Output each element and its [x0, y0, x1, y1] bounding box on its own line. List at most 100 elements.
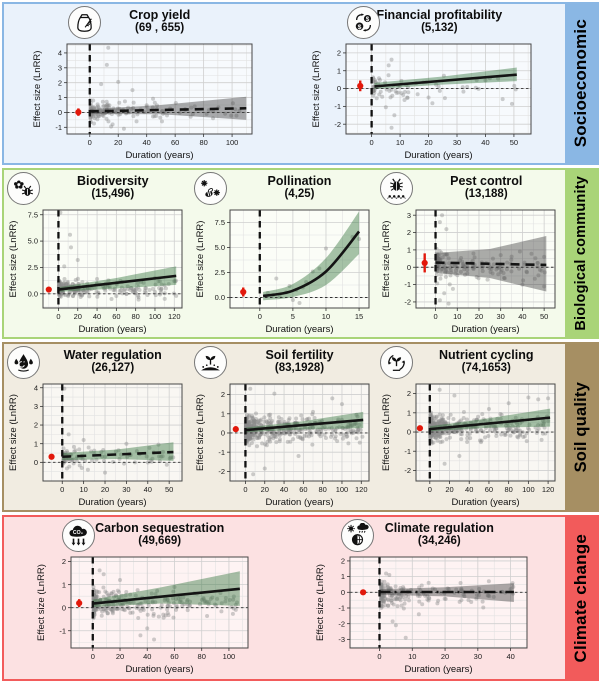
panel-title: Carbon sequestration	[95, 521, 225, 535]
x-axis-label: Duration (years)	[125, 150, 193, 161]
plot-financial-profitability: 0 10 20 30 40 50 -2 -1 0 1 2 Duration (years) Effect…	[311, 43, 532, 161]
svg-text:40: 40	[143, 652, 151, 661]
svg-text:80: 80	[197, 652, 205, 661]
svg-text:-2: -2	[405, 298, 412, 307]
svg-text:1: 1	[61, 580, 65, 589]
svg-text:40: 40	[143, 485, 151, 494]
svg-text:CO₂: CO₂	[73, 530, 84, 536]
svg-text:-2: -2	[405, 466, 412, 475]
category-label: Soil quality	[571, 381, 590, 473]
overall-effect-point	[417, 425, 424, 432]
panel-header: Pest control (13,188)	[378, 174, 564, 205]
y-axis-label: Effect size (LnRR)	[32, 51, 43, 128]
panels-row-0: Crop yield (69 , 655) 0 20 40 60 80 100 -1 0 1 2 3 4 D…	[4, 4, 565, 163]
svg-text:40: 40	[142, 138, 150, 147]
svg-text:-2: -2	[218, 467, 225, 476]
svg-text:10: 10	[79, 485, 87, 494]
x-axis-label: Duration (years)	[405, 664, 473, 675]
svg-text:100: 100	[148, 312, 161, 321]
y-axis-label: Effect size (LnRR)	[311, 51, 322, 128]
scatter-points	[243, 386, 364, 477]
x-axis-label: Duration (years)	[405, 150, 473, 161]
svg-text:2: 2	[341, 557, 345, 566]
svg-text:2: 2	[337, 49, 341, 58]
category-label: Climate change	[571, 533, 590, 663]
plant-cycle-icon	[380, 346, 414, 379]
panel-carbon-sequestration: CO₂ Carbon sequestration (49,669) 0 20 40 60 80…	[6, 519, 284, 675]
svg-text:-1: -1	[405, 280, 412, 289]
svg-text:20: 20	[73, 312, 81, 321]
svg-text:100: 100	[222, 652, 235, 661]
svg-text:2: 2	[34, 421, 38, 430]
scatter-points	[61, 386, 175, 475]
svg-text:5.0: 5.0	[214, 243, 224, 252]
panel-title: Financial profitability	[376, 8, 503, 22]
panels-row-3: CO₂ Carbon sequestration (49,669) 0 20 40 60 80…	[4, 517, 565, 679]
y-axis-label: Effect size (LnRR)	[195, 221, 206, 298]
x-axis-label: Duration (years)	[452, 324, 520, 335]
panel-header: Climate regulation (34,246)	[285, 521, 563, 552]
co2-cloud-icon: CO₂	[61, 519, 95, 552]
panel-sample-counts: (15,496)	[91, 188, 135, 200]
trend-line	[58, 274, 177, 291]
plot-pollination: 0 5 10 15 0.0 2.5 5.0 7.5 Duration (years) Effect…	[195, 209, 369, 335]
svg-text:0: 0	[34, 458, 38, 467]
panel-biodiversity: Biodiversity (15,496) 0 20 40 60 80 100 120 0.0 2.…	[5, 172, 191, 335]
svg-text:7.5: 7.5	[27, 210, 37, 219]
overall-effect-point	[357, 80, 364, 92]
flower-bug-icon	[6, 172, 40, 205]
svg-text:-1: -1	[335, 102, 342, 111]
panel-sample-counts: (5,132)	[421, 22, 458, 34]
panel-title: Nutrient cycling	[439, 348, 534, 362]
panels-row-1: Biodiversity (15,496) 0 20 40 60 80 100 120 0.0 2.…	[4, 170, 565, 337]
svg-text:$: $	[358, 24, 362, 31]
svg-text:60: 60	[170, 652, 178, 661]
svg-text:0: 0	[57, 108, 61, 117]
svg-text:10: 10	[408, 652, 416, 661]
svg-text:-1: -1	[339, 604, 346, 613]
svg-text:20: 20	[475, 312, 483, 321]
svg-text:10: 10	[396, 138, 404, 147]
svg-text:1: 1	[220, 409, 224, 418]
overall-effect-point	[421, 253, 429, 273]
y-axis-label: Effect size (LnRR)	[36, 564, 47, 641]
trend-line	[61, 450, 174, 459]
svg-text:20: 20	[446, 485, 454, 494]
row-biological-community: Biodiversity (15,496) 0 20 40 60 80 100 120 0.0 2.…	[2, 168, 599, 339]
svg-text:20: 20	[114, 138, 122, 147]
svg-text:100: 100	[335, 485, 348, 494]
svg-text:50: 50	[540, 312, 548, 321]
panel-title: Pest control	[450, 174, 523, 188]
panel-sample-counts: (49,669)	[138, 535, 182, 547]
confidence-band	[435, 236, 547, 292]
trend-line	[92, 587, 240, 605]
confidence-band	[89, 96, 246, 120]
category-sidebar-soil-quality: Soil quality	[565, 344, 597, 510]
x-axis-label: Duration (years)	[78, 497, 146, 508]
trend-line	[262, 230, 360, 298]
svg-text:20: 20	[116, 652, 124, 661]
svg-text:30: 30	[453, 138, 461, 147]
y-axis-label: Effect size (LnRR)	[381, 394, 392, 471]
svg-text:0: 0	[370, 138, 374, 147]
panel-sample-counts: (34,246)	[417, 535, 461, 547]
svg-text:40: 40	[518, 312, 526, 321]
svg-text:100: 100	[522, 485, 535, 494]
x-axis-label: Duration (years)	[265, 324, 333, 335]
y-axis-label: Effect size (LnRR)	[8, 221, 19, 298]
bee-flowers-icon	[193, 172, 227, 205]
svg-text:0: 0	[337, 84, 341, 93]
plot-crop-yield: 0 20 40 60 80 100 -1 0 1 2 3 4 Duration (years) Effec…	[32, 43, 253, 161]
svg-text:-1: -1	[55, 123, 62, 132]
panel-sample-counts: (74,1653)	[461, 362, 511, 374]
category-label: Biological community	[573, 176, 589, 331]
svg-text:40: 40	[465, 485, 473, 494]
category-sidebar-socioeconomic: Socioeconomic	[565, 4, 597, 163]
svg-text:2: 2	[220, 390, 224, 399]
bug-ants-icon	[380, 172, 414, 205]
row-climate-change: CO₂ Carbon sequestration (49,669) 0 20 40 60 80…	[2, 515, 599, 681]
panel-soil-fertility: Soil fertility (83,1928) 0 20 40 60 80 100 120 -2…	[192, 346, 378, 508]
trend-line	[429, 416, 551, 431]
svg-text:10: 10	[321, 312, 329, 321]
sun-rain-globe-icon	[341, 519, 375, 552]
